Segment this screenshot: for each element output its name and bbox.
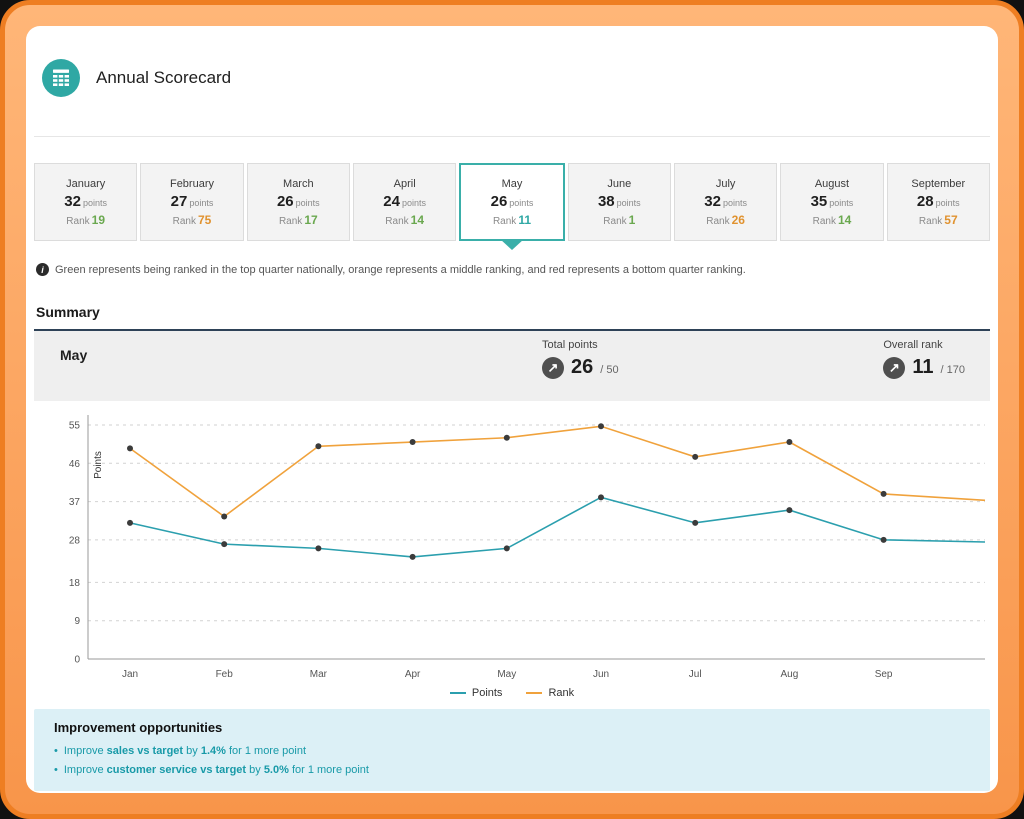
svg-text:Apr: Apr [405, 669, 421, 680]
month-card-row: January 32 points Rank 19 February 27 point… [34, 163, 990, 241]
page-title: Annual Scorecard [96, 68, 232, 87]
scorecard-table-icon [42, 59, 80, 97]
svg-text:55: 55 [69, 421, 81, 432]
header: Annual Scorecard [34, 26, 990, 98]
svg-text:Jun: Jun [593, 669, 609, 680]
header-divider [34, 136, 990, 137]
month-rank: Rank 17 [278, 212, 318, 227]
legend-points-label: Points [471, 687, 503, 699]
rank-color-legend-text: Green represents being ranked in the top… [55, 263, 746, 276]
legend-item-rank: Rank [526, 687, 574, 699]
month-name: February [169, 177, 214, 190]
improvement-title: Improvement opportunities [54, 720, 223, 735]
total-points-stat: Total points ↗ 26 / 50 [542, 339, 619, 379]
summary-heading: Summary [34, 304, 990, 331]
svg-text:18: 18 [69, 578, 81, 589]
svg-text:Jul: Jul [689, 669, 702, 680]
summary-band: May Total points ↗ 26 / 50 Overall rank … [34, 331, 990, 401]
month-card-january[interactable]: January 32 points Rank 19 [34, 163, 138, 241]
month-rank: Rank 14 [812, 212, 852, 227]
summary-line-chart: 0 9 18 28 37 46 55 Points Jan Feb Mar Apr May Jun Jul A… [34, 405, 990, 683]
bullet-icon: • [54, 763, 58, 776]
month-rank: Rank 75 [172, 212, 212, 227]
month-card-may-selected[interactable]: May 26 points Rank 11 [459, 163, 565, 241]
month-card-september[interactable]: September 28 points Rank 57 [886, 163, 990, 241]
month-points: 24 points [383, 192, 426, 210]
legend-item-points: Points [449, 687, 503, 699]
info-icon: i [36, 263, 49, 276]
svg-text:46: 46 [69, 459, 81, 470]
month-rank: Rank 19 [66, 212, 106, 227]
svg-text:Jan: Jan [122, 669, 138, 680]
svg-text:0: 0 [74, 655, 80, 666]
month-name: July [715, 177, 736, 190]
improvement-item-sales: • Improve sales vs target by 1.4% for 1 m… [54, 745, 306, 757]
month-name: June [607, 177, 632, 190]
month-name: January [66, 177, 106, 190]
month-card-february[interactable]: February 27 points Rank 75 [140, 163, 244, 241]
month-points: 28 points [916, 192, 960, 210]
improvement-opportunities-panel: Improvement opportunities • Improve sales… [34, 709, 990, 792]
chart-canvas: 0 9 18 28 37 46 55 Points Jan Feb Mar Apr May Jun Jul A… [69, 415, 986, 680]
month-card-july[interactable]: July 32 points Rank 26 [673, 163, 778, 241]
month-name: August [814, 177, 850, 190]
month-points: 35 points [810, 192, 854, 210]
month-name: May [501, 177, 523, 190]
month-points: 26 points [276, 192, 320, 210]
svg-text:Mar: Mar [310, 669, 328, 680]
month-points: 27 points [170, 192, 214, 210]
svg-text:9: 9 [74, 616, 80, 627]
month-rank: Rank 14 [385, 212, 424, 227]
svg-text:Sep: Sep [875, 669, 893, 680]
month-rank: Rank 57 [918, 212, 958, 227]
month-card-june[interactable]: June 38 points Rank 1 [567, 163, 671, 241]
month-points: 32 points [64, 192, 108, 210]
svg-text:May: May [497, 669, 516, 680]
month-points: 38 points [597, 192, 641, 210]
month-card-april[interactable]: April 24 points Rank 14 [352, 163, 457, 241]
svg-text:Points: Points [93, 451, 104, 479]
month-rank: Rank 1 [603, 212, 636, 227]
rank-line-swatch-icon [526, 692, 543, 694]
svg-text:37: 37 [69, 497, 81, 508]
month-rank: Rank 26 [706, 212, 745, 227]
rank-color-legend-note: i Green represents being ranked in the t… [34, 263, 990, 276]
legend-rank-label: Rank [548, 687, 575, 699]
scorecard-window: Annual Scorecard January 32 points Rank 19… [26, 26, 998, 793]
total-points-max: / 50 [600, 363, 619, 376]
chart-legend: Points Rank [34, 685, 990, 701]
bullet-icon: • [54, 745, 58, 757]
month-card-august[interactable]: August 35 points Rank 14 [780, 163, 884, 241]
month-points: 26 points [490, 192, 534, 210]
month-rank: Rank 11 [492, 212, 531, 227]
month-name: September [911, 177, 966, 190]
overall-rank-value: 11 [912, 356, 934, 378]
points-line-swatch-icon [449, 692, 466, 694]
overall-rank-max: / 170 [940, 363, 965, 376]
month-name: April [393, 177, 416, 190]
trend-up-icon: ↗ [883, 356, 906, 379]
total-points-label: Total points [542, 339, 598, 351]
svg-text:Feb: Feb [216, 669, 234, 680]
total-points-value: 26 [571, 356, 594, 378]
selected-month-label: May [60, 347, 88, 363]
overall-rank-stat: Overall rank ↗ 11 / 170 [883, 339, 965, 379]
month-card-march[interactable]: March 26 points Rank 17 [246, 163, 350, 241]
trend-up-icon: ↗ [542, 356, 564, 379]
svg-text:28: 28 [69, 535, 81, 546]
month-points: 32 points [704, 192, 747, 210]
overall-rank-label: Overall rank [883, 339, 943, 351]
month-name: March [283, 177, 314, 190]
improvement-item-customer-service: • Improve customer service vs target by 5… [54, 763, 369, 776]
svg-text:Aug: Aug [781, 669, 799, 680]
